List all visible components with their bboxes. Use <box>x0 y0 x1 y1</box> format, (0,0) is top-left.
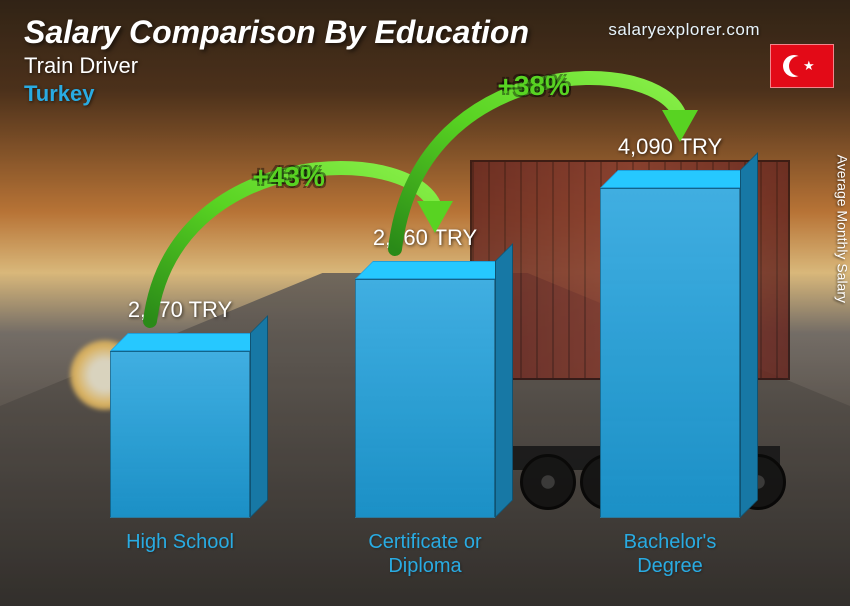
y-axis-label: Average Monthly Salary <box>834 155 850 303</box>
watermark: salaryexplorer.com <box>608 20 760 40</box>
bar-label: Bachelor'sDegree <box>580 530 760 578</box>
bar-label: Certificate orDiploma <box>335 530 515 578</box>
bar-chart: 2,070 TRYHigh School2,960 TRYCertificate… <box>60 78 770 578</box>
increase-percentage: +43% <box>253 161 325 193</box>
increase-arc: +38% <box>375 42 720 289</box>
bar-label: High School <box>90 530 270 578</box>
bar <box>110 351 250 518</box>
increase-percentage: +38% <box>498 70 570 102</box>
country-flag-icon: ★ <box>770 44 834 88</box>
